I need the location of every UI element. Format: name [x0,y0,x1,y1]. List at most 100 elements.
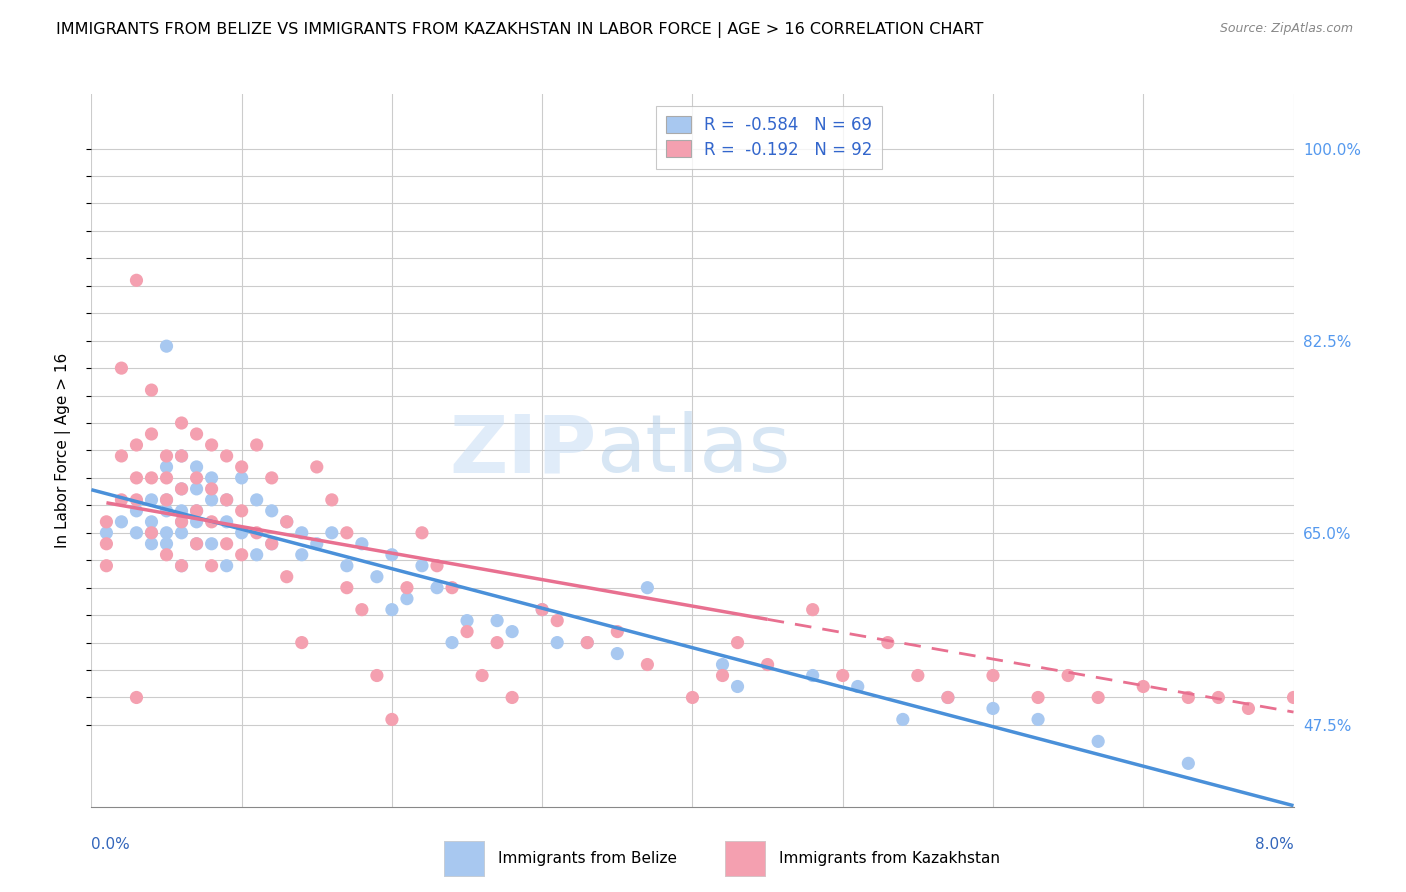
Point [801,602,824,616]
Point [366,668,388,682]
Point [1327,701,1350,715]
Point [456,614,478,628]
Point [711,668,734,682]
Text: 0.0%: 0.0% [91,837,131,852]
Y-axis label: In Labor Force | Age > 16: In Labor Force | Age > 16 [55,353,70,548]
Point [215,492,238,507]
Point [936,690,959,705]
Text: Immigrants from Kazakhstan: Immigrants from Kazakhstan [779,851,1000,866]
Point [1237,701,1260,715]
Point [486,614,509,628]
Point [170,449,193,463]
Point [155,449,177,463]
Point [576,635,599,649]
Point [907,668,929,682]
Point [170,515,193,529]
Point [215,492,238,507]
Point [411,525,433,540]
Text: Immigrants from Belize: Immigrants from Belize [498,851,676,866]
Point [141,515,163,529]
Point [1057,668,1080,682]
Point [471,668,494,682]
FancyBboxPatch shape [444,841,484,876]
Point [501,624,523,639]
Point [231,504,253,518]
Point [981,701,1004,715]
Point [321,525,343,540]
Point [636,657,658,672]
Point [336,525,359,540]
Point [711,657,734,672]
Point [215,558,238,573]
Point [201,558,224,573]
Point [1026,690,1049,705]
Point [546,614,568,628]
Point [141,537,163,551]
Point [96,537,118,551]
Point [321,492,343,507]
Point [201,492,224,507]
Point [186,537,208,551]
Point [231,525,253,540]
Point [170,449,193,463]
Point [170,558,193,573]
Text: ZIP: ZIP [449,411,596,490]
Point [1177,756,1199,771]
Point [576,635,599,649]
Point [125,690,148,705]
Point [155,548,177,562]
Point [260,537,283,551]
Point [110,361,132,376]
Point [125,492,148,507]
Point [201,537,224,551]
Point [141,525,163,540]
Point [801,668,824,682]
Point [186,504,208,518]
Point [1388,690,1406,705]
Point [201,471,224,485]
Point [336,558,359,573]
Point [1087,734,1109,748]
Point [501,690,523,705]
Point [291,635,314,649]
Point [260,537,283,551]
Point [756,657,779,672]
Point [170,482,193,496]
Point [96,525,118,540]
Point [155,525,177,540]
Point [155,459,177,474]
Point [155,492,177,507]
Point [276,515,298,529]
Point [96,515,118,529]
Legend: R =  -0.584   N = 69, R =  -0.192   N = 92: R = -0.584 N = 69, R = -0.192 N = 92 [655,105,883,169]
Point [186,515,208,529]
Point [531,602,554,616]
Point [606,624,628,639]
Point [125,273,148,287]
Point [125,525,148,540]
Point [186,471,208,485]
Text: 8.0%: 8.0% [1254,837,1294,852]
Point [155,537,177,551]
Point [1282,690,1305,705]
Point [141,383,163,397]
Point [831,668,853,682]
Text: Source: ZipAtlas.com: Source: ZipAtlas.com [1219,22,1353,36]
Point [350,537,373,551]
Point [606,647,628,661]
Point [170,515,193,529]
Point [110,515,132,529]
Point [381,548,404,562]
Point [276,570,298,584]
Point [155,339,177,353]
Point [215,537,238,551]
Text: atlas: atlas [596,411,790,490]
Point [891,713,914,727]
Point [231,548,253,562]
Point [440,581,463,595]
Point [681,690,703,705]
Point [456,624,478,639]
Point [155,492,177,507]
Point [636,581,658,595]
FancyBboxPatch shape [725,841,765,876]
